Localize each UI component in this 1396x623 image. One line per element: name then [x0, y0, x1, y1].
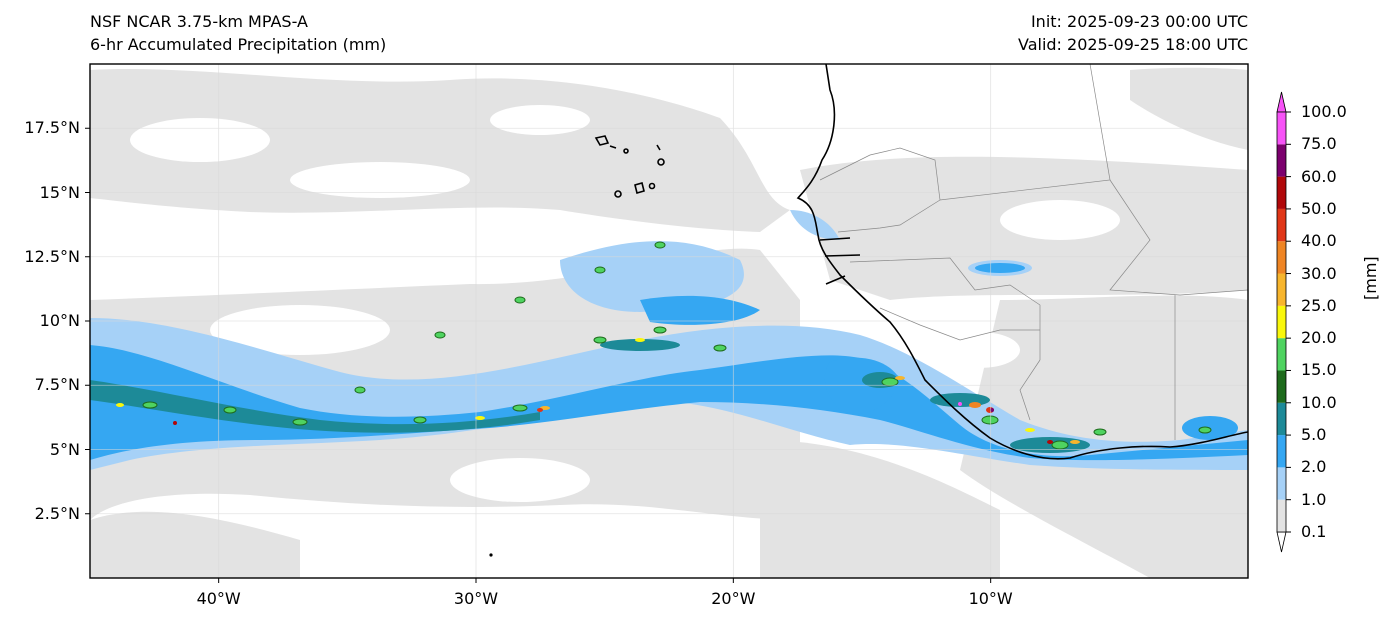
- colorbar-segment: [1277, 370, 1286, 403]
- lon-tick-label: 10°W: [968, 589, 1013, 608]
- island-dot: [489, 553, 493, 557]
- colorbar-segment: [1277, 241, 1286, 274]
- colorbar-level-label: 1.0: [1301, 489, 1327, 509]
- precip-5mm-areas: [90, 339, 1090, 453]
- lat-tick-label: 7.5°N: [34, 375, 80, 395]
- lat-tick-label: 17.5°N: [24, 118, 80, 138]
- init-time-label: Init: 2025-09-23 00:00 UTC: [1030, 12, 1248, 31]
- lat-tick-label: 12.5°N: [24, 246, 80, 266]
- precip-20mm-cells: [116, 338, 1080, 444]
- colorbar-frame: [1276, 111, 1287, 533]
- precip-50mm-cells: [173, 402, 1053, 444]
- colorbar-segment: [1277, 208, 1286, 242]
- country-borders: [819, 64, 1248, 440]
- lon-tick-label: 30°W: [453, 589, 499, 608]
- colorbar-level-label: 15.0: [1301, 360, 1337, 380]
- coastline: [796, 64, 1248, 460]
- map-subtitle: 6-hr Accumulated Precipitation (mm): [90, 35, 387, 54]
- lat-tick-label: 2.5°N: [34, 503, 80, 523]
- colorbar-segment: [1277, 467, 1286, 500]
- lat-tick-label: 15°N: [39, 182, 80, 202]
- trace-precip-areas: [90, 67, 1248, 578]
- colorbar-segment: [1277, 435, 1286, 468]
- colorbar-level-label: 2.0: [1301, 457, 1327, 477]
- colorbar-level-label: 75.0: [1301, 134, 1337, 154]
- colorbar-level-label: 25.0: [1301, 295, 1337, 315]
- colorbar-segment: [1277, 273, 1286, 306]
- colorbar-segment: [1277, 176, 1286, 209]
- colorbar-unit-label: [mm]: [1361, 256, 1380, 300]
- colorbar-level-label: 40.0: [1301, 231, 1337, 251]
- colorbar-segment: [1277, 499, 1286, 532]
- lat-tick-label: 10°N: [39, 311, 80, 330]
- colorbar-level-label: 100.0: [1301, 102, 1347, 121]
- precip-15mm-cells: [142, 241, 1212, 450]
- cape-verde-islands: [594, 135, 665, 198]
- colorbar-segment: [1277, 338, 1286, 371]
- lon-tick-label: 20°W: [711, 589, 756, 608]
- colorbar-level-label: 5.0: [1301, 425, 1327, 445]
- valid-time-label: Valid: 2025-09-25 18:00 UTC: [1017, 35, 1248, 54]
- lat-tick-label: 5°N: [49, 439, 80, 459]
- colorbar-max-extension: [1276, 91, 1287, 113]
- lon-tick-label: 40°W: [196, 589, 241, 608]
- map-gridlines: [90, 64, 1248, 578]
- colorbar-segment: [1277, 305, 1286, 339]
- colorbar: [1276, 91, 1291, 553]
- colorbar-segment: [1277, 112, 1286, 145]
- colorbar-level-label: 60.0: [1301, 166, 1337, 186]
- axis-ticks: [85, 127, 992, 583]
- colorbar-segment: [1277, 144, 1286, 177]
- colorbar-level-label: 30.0: [1301, 263, 1337, 283]
- map-title: NSF NCAR 3.75-km MPAS-A: [90, 12, 308, 31]
- colorbar-segment: [1277, 402, 1286, 436]
- colorbar-level-label: 0.1: [1301, 522, 1327, 541]
- colorbar-level-label: 20.0: [1301, 328, 1337, 348]
- no-precip-gaps: [130, 105, 1120, 502]
- colorbar-min-extension: [1276, 531, 1287, 553]
- colorbar-level-label: 50.0: [1301, 198, 1337, 218]
- colorbar-level-label: 10.0: [1301, 392, 1337, 412]
